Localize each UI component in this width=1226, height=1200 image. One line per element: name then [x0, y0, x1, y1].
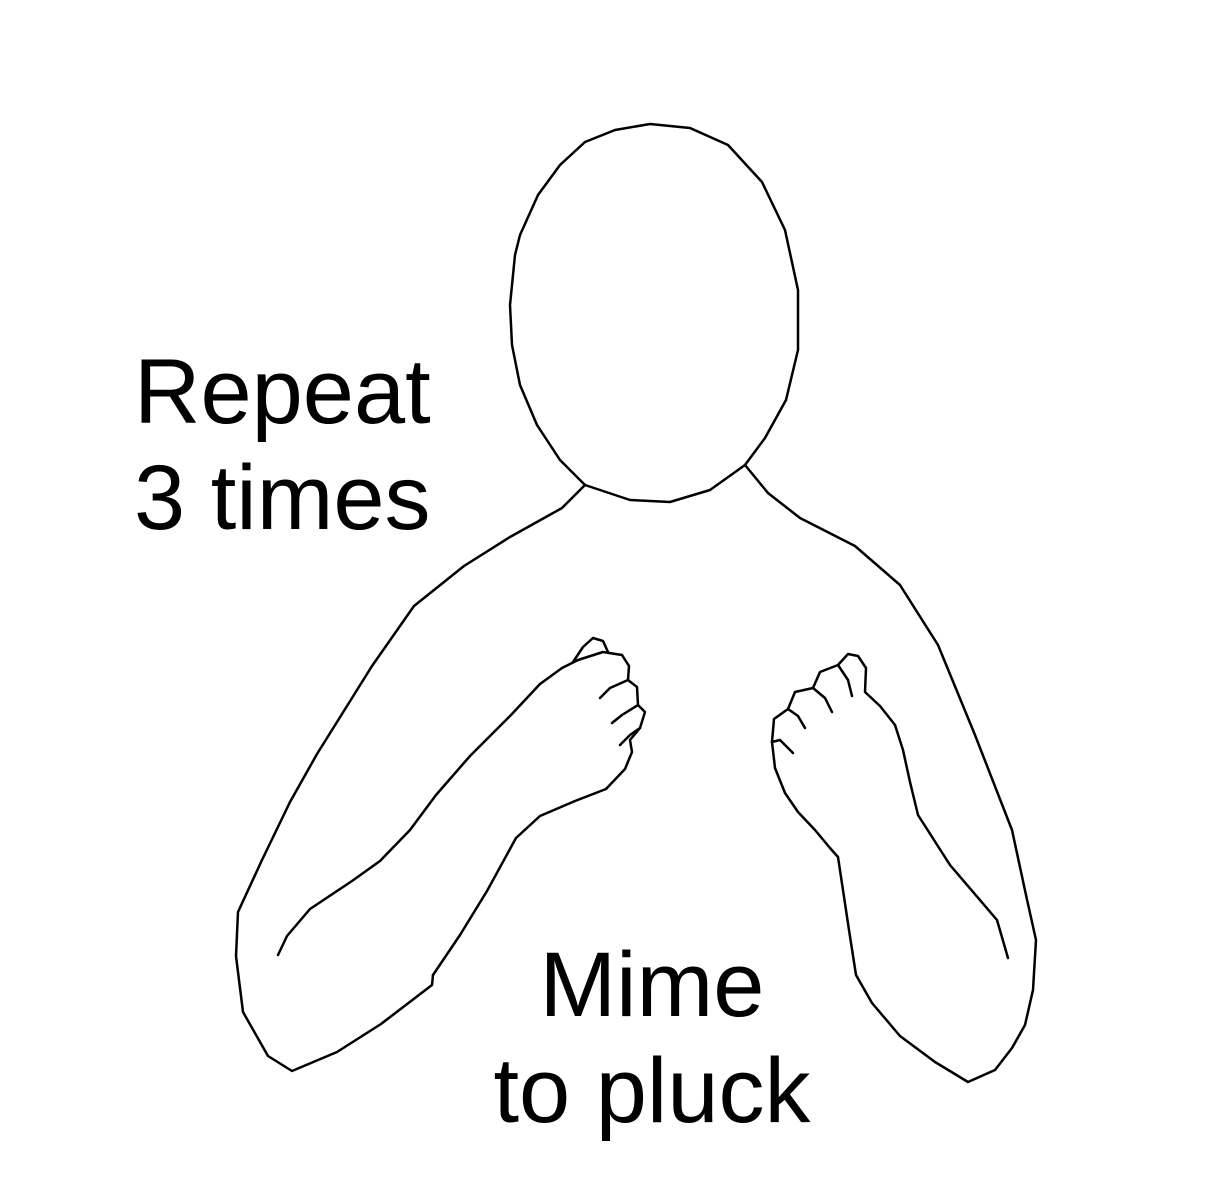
- right-forearm-lower-line: [770, 740, 832, 850]
- left-fist-knuckle-3: [618, 726, 642, 747]
- left-fist-thumb: [571, 636, 610, 664]
- right-fist-knuckle-1: [811, 686, 834, 714]
- right-fist-thumb: [770, 738, 795, 755]
- left-fist-knuckle-2: [610, 703, 640, 725]
- right-fist-outline: [770, 652, 897, 744]
- head-outline: [508, 122, 800, 504]
- right-shoulder-arm-outline: [743, 463, 1038, 1084]
- right-forearm-inner-line: [893, 723, 1010, 960]
- right-fist-knuckle-3: [786, 707, 807, 730]
- left-shoulder-arm-outline: [234, 483, 587, 1073]
- repeat-caption-line-1: Repeat: [134, 341, 431, 443]
- mime-caption-line-2: to pluck: [493, 1040, 811, 1142]
- left-forearm-lower-line: [431, 787, 608, 977]
- repeat-caption-line-2: 3 times: [134, 447, 431, 549]
- mime-caption: Mime to pluck: [464, 932, 840, 1144]
- repeat-caption: Repeat 3 times: [134, 339, 431, 551]
- left-fist-knuckle-1: [598, 678, 630, 700]
- left-fist-outline: [538, 650, 647, 791]
- left-forearm-inner-line: [276, 682, 542, 957]
- mime-caption-line-1: Mime: [539, 934, 765, 1036]
- right-fist-knuckle-2: [836, 663, 854, 698]
